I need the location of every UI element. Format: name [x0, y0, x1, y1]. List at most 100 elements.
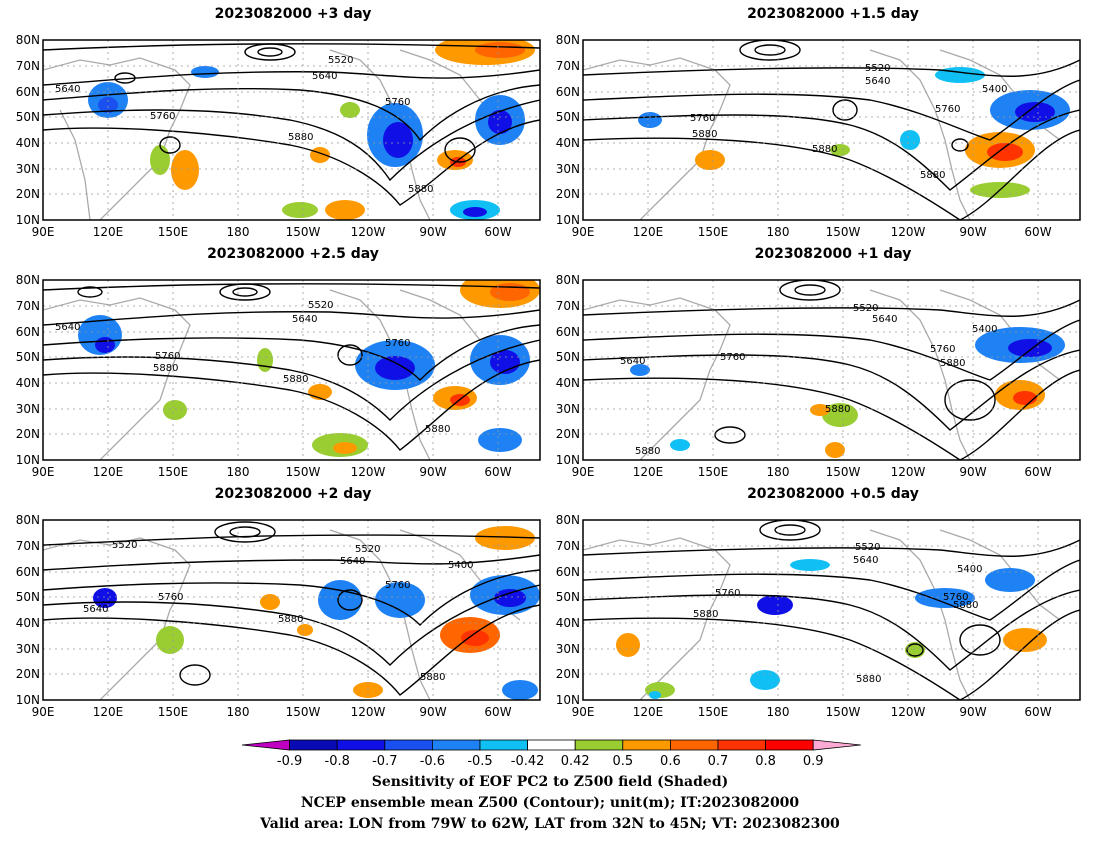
lon-tick: 60W [484, 705, 511, 719]
panel-title-1: 2023082000 +3 day [214, 6, 372, 22]
contour-labels: 5520 5640 5400 5760 5760 5880 5880 5880 [690, 63, 1007, 181]
contour-label: 5760 [158, 592, 183, 603]
contour-label: 5520 [355, 544, 380, 555]
lon-tick: 90W [959, 705, 986, 719]
lon-tick: 180 [767, 705, 790, 719]
lat-tick: 70N [16, 539, 40, 553]
lon-tick: 120E [633, 465, 664, 479]
lon-tick: 120E [633, 705, 664, 719]
coastline [43, 49, 521, 220]
lat-tick: 70N [16, 59, 40, 73]
lat-tick: 60N [16, 85, 40, 99]
map-panel-2: 5520 5640 5400 5760 5760 5880 5880 5880 … [556, 33, 1081, 239]
colorbar-tick-label: 0.5 [612, 754, 633, 769]
lon-tick: 90W [959, 225, 986, 239]
lat-tick: 70N [556, 59, 580, 73]
panel-title-5: 2023082000 +2 day [214, 486, 372, 502]
colorbar-labels: -0.9 -0.8 -0.7 -0.6 -0.5 -0.42 0.42 0.5 0.6 0.7 0.… [277, 754, 824, 769]
panel-title-4: 2023082000 +1 day [754, 246, 912, 262]
contour-label: 5520 [865, 63, 890, 74]
lat-tick: 80N [16, 513, 40, 527]
lat-tick: 40N [16, 136, 40, 150]
lon-tick: 150W [286, 225, 321, 239]
map-panel-6: 5520 5640 5400 5760 5760 5880 5880 5880 … [556, 513, 1081, 719]
lat-tick: 50N [16, 590, 40, 604]
lon-tick: 180 [227, 705, 250, 719]
lat-tick: 20N [16, 187, 40, 201]
lat-tick: 80N [556, 513, 580, 527]
lon-tick: 180 [227, 225, 250, 239]
contour-label: 5400 [957, 564, 982, 575]
contour-labels: 5520 5640 5400 5760 5760 5880 5880 5880 [693, 542, 982, 685]
lon-tick: 90E [32, 465, 55, 479]
lat-tick: 10N [16, 213, 40, 227]
contours [583, 280, 1080, 460]
contour-label: 5760 [385, 580, 410, 591]
colorbar-tick-label: 0.9 [803, 754, 824, 769]
lon-tick: 150W [286, 465, 321, 479]
lat-tick: 60N [556, 565, 580, 579]
lat-tick: 40N [556, 136, 580, 150]
lon-tick: 120E [633, 225, 664, 239]
colorbar-swatch [717, 739, 766, 751]
contour-label: 5880 [408, 184, 433, 195]
lat-tick: 50N [16, 350, 40, 364]
lon-tick: 120E [93, 225, 124, 239]
contour-label: 5880 [692, 129, 717, 140]
caption-line-1: Sensitivity of EOF PC2 to Z500 field (Sh… [371, 774, 729, 790]
contour-label: 5400 [982, 84, 1007, 95]
colorbar-tick-label: 0.8 [755, 754, 776, 769]
contour-label: 5640 [340, 556, 365, 567]
lon-tick: 90W [419, 705, 446, 719]
map-panel-3: 5520 5640 5640 5760 5760 5880 5880 5880 … [16, 273, 541, 479]
colorbar-tick-label: -0.9 [277, 754, 302, 769]
colorbar-tick-label: 0.42 [561, 754, 590, 769]
lat-tick-labels: 80N 70N 60N 50N 40N 30N 20N 10N [556, 33, 580, 227]
lat-tick: 80N [556, 273, 580, 287]
gridlines [583, 40, 1080, 220]
lon-tick: 120E [93, 465, 124, 479]
contour-label: 5880 [283, 374, 308, 385]
lon-tick: 180 [767, 225, 790, 239]
colorbar-swatch [527, 739, 576, 751]
contour-label: 5760 [930, 344, 955, 355]
lat-tick: 50N [16, 110, 40, 124]
shading [630, 327, 1065, 458]
contour-label: 5760 [385, 97, 410, 108]
lat-tick-labels: 80N 70N 60N 50N 40N 30N 20N 10N [556, 513, 580, 707]
lon-tick: 150E [698, 225, 729, 239]
lat-tick: 70N [556, 539, 580, 553]
lat-tick: 20N [556, 427, 580, 441]
lon-tick: 90E [572, 705, 595, 719]
contour-label: 5880 [153, 363, 178, 374]
lat-tick: 70N [556, 299, 580, 313]
lon-tick: 150W [286, 705, 321, 719]
lat-tick: 80N [16, 273, 40, 287]
lat-tick-labels: 80N 70N 60N 50N 40N 30N 20N 10N [16, 513, 40, 707]
lon-tick-labels: 90E 120E 150E 180 150W 120W 90W 60W [32, 465, 512, 479]
lon-tick: 150W [826, 465, 861, 479]
lon-tick: 60W [484, 225, 511, 239]
colorbar-swatch [669, 739, 719, 751]
lon-tick: 150W [826, 705, 861, 719]
lat-tick: 10N [16, 693, 40, 707]
lon-tick-labels: 90E 120E 150E 180 150W 120W 90W 60W [572, 705, 1052, 719]
lat-tick: 30N [16, 162, 40, 176]
lat-tick: 20N [16, 667, 40, 681]
shading [88, 40, 535, 220]
contours [43, 521, 540, 696]
lat-tick: 30N [556, 642, 580, 656]
lon-tick: 60W [1024, 225, 1051, 239]
lon-tick: 150E [158, 225, 189, 239]
contour-label: 5520 [853, 303, 878, 314]
colorbar-tick-label: -0.6 [420, 754, 445, 769]
lon-tick: 90E [572, 225, 595, 239]
contour-label: 5880 [812, 144, 837, 155]
lon-tick: 90W [419, 225, 446, 239]
lat-tick-labels: 80N 70N 60N 50N 40N 30N 20N 10N [16, 33, 40, 227]
lon-tick-labels: 90E 120E 150E 180 150W 120W 90W 60W [572, 465, 1052, 479]
lon-tick: 90W [419, 465, 446, 479]
panel-title-3: 2023082000 +2.5 day [207, 246, 379, 262]
gridlines [43, 520, 540, 700]
lat-tick: 80N [16, 33, 40, 47]
